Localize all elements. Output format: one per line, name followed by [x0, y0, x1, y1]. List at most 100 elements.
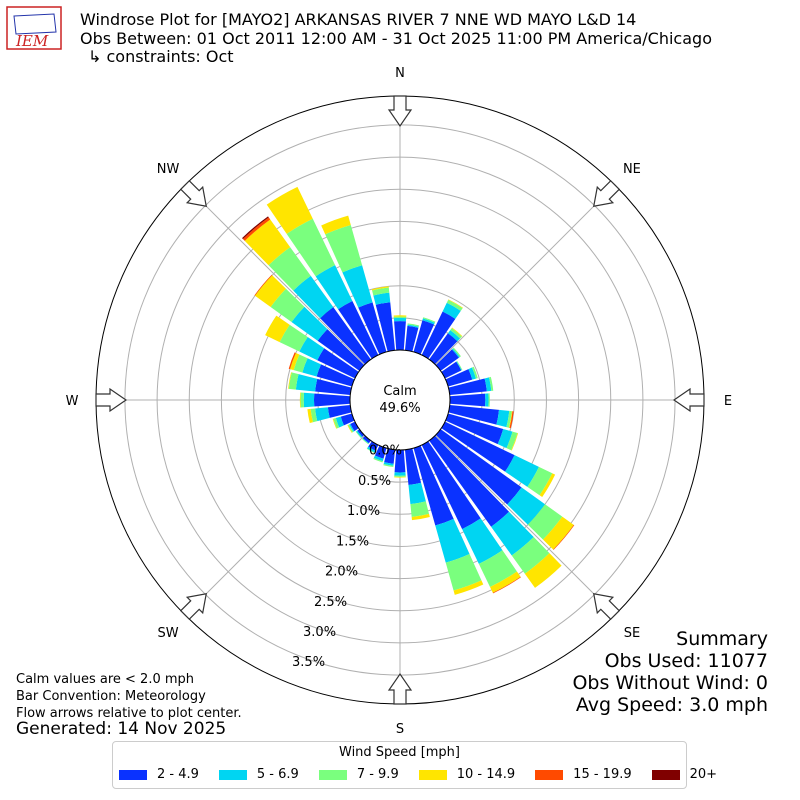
flow-arrows-note: Flow arrows relative to plot center.	[16, 706, 242, 721]
chart-title: Windrose Plot for [MAYO2] ARKANSAS RIVER…	[80, 10, 637, 29]
windrose-bar-segment	[445, 413, 504, 445]
windrose-bar-segment	[394, 475, 406, 478]
compass-label-s: S	[396, 722, 404, 737]
windrose-bar-segment	[293, 275, 334, 319]
windrose-bar-segment	[484, 377, 492, 392]
windrose-bar-segment	[372, 287, 390, 296]
windrose-bar-segment	[449, 393, 486, 407]
legend-label: 2 - 4.9	[157, 767, 199, 782]
windrose-bar-segment	[288, 372, 292, 389]
windrose-bar-segment	[492, 576, 521, 594]
windrose-bar-segment	[413, 445, 454, 526]
windrose-bar-segment	[441, 361, 462, 379]
windrose-bar-segment	[511, 537, 550, 574]
windrose-bar-segment	[478, 550, 517, 588]
legend-title: Wind Speed [mph]	[339, 745, 460, 760]
windrose-bars	[242, 186, 575, 595]
compass-label-e: E	[724, 394, 732, 409]
windrose-bar-segment	[435, 518, 470, 563]
windrose-bar-segment	[407, 323, 420, 327]
windrose-bar-segment	[448, 299, 463, 309]
legend-items: 2 - 4.9 5 - 6.9 7 - 9.9 10 - 14.9 15 - 19.9 2…	[119, 767, 737, 782]
calm-label: Calm	[383, 384, 416, 399]
windrose-bar-segment	[371, 286, 389, 291]
windrose-bar-segment	[356, 430, 363, 438]
windrose-bar-segment	[358, 302, 387, 355]
windrose-bar-segment	[445, 553, 482, 591]
compass-label-se: SE	[624, 626, 640, 641]
legend-swatch	[651, 769, 680, 780]
windrose-bar-segment	[422, 318, 435, 325]
windrose-bar-segment	[333, 418, 340, 429]
windrose-bar-segment	[289, 352, 300, 371]
windrose-bar-segment	[413, 320, 435, 355]
summary-heading: Summary	[676, 628, 768, 650]
legend-item: 5 - 6.9	[218, 767, 299, 782]
arrow-icon	[179, 179, 208, 208]
windrose-bar-segment	[508, 411, 513, 428]
compass-arrow-e	[672, 387, 705, 413]
windrose-bar-segment	[445, 369, 473, 387]
windrose-bar-segment	[338, 301, 379, 359]
windrose-bar-segment	[404, 325, 419, 352]
compass-label-sw: SW	[158, 626, 179, 641]
windrose-bar-segment	[362, 435, 371, 444]
summary-obs-without-wind: Obs Without Wind: 0	[572, 672, 768, 694]
windrose-bar-segment	[300, 392, 304, 408]
windrose-bar-segment	[325, 224, 363, 273]
windrose-bar-segment	[383, 462, 394, 466]
ring-gridline	[188, 188, 612, 612]
arrow-icon	[387, 672, 413, 705]
ring-gridline	[285, 285, 515, 515]
calm-value: 49.6%	[379, 401, 420, 416]
windrose-bar-segment	[394, 472, 406, 476]
windrose-bar-segment	[407, 324, 419, 328]
windrose-bar-segment	[422, 317, 436, 323]
windrose-bar-segment	[368, 441, 379, 451]
windrose-bar-segment	[429, 333, 458, 365]
windrose-bar-segment	[320, 307, 371, 365]
windrose-bar-segment	[506, 431, 518, 451]
chart-subtitle: Obs Between: 01 Oct 2011 12:00 AM - 31 O…	[80, 29, 712, 48]
windrose-bar-segment	[349, 423, 355, 432]
windrose-bar-segment	[242, 216, 269, 240]
windrose-bar-segment	[335, 416, 344, 428]
radial-tick-label: 3.5%	[292, 655, 325, 670]
radial-tick-label: 0.5%	[358, 474, 391, 489]
legend-item: 15 - 19.9	[535, 767, 632, 782]
radial-gridline	[435, 435, 616, 616]
legend-swatch	[318, 769, 347, 780]
legend-label: 20+	[689, 767, 718, 782]
legend-item: 7 - 9.9	[318, 767, 399, 782]
windrose-bar-segment	[321, 215, 351, 235]
notes-block: Calm values are < 2.0 mph Bar Convention…	[16, 671, 242, 722]
windrose-bar-segment	[307, 408, 313, 423]
legend-label: 7 - 9.9	[356, 767, 399, 782]
windrose-bar-segment	[446, 299, 463, 311]
windrose-bar-segment	[384, 448, 396, 464]
radial-tick-label: 1.0%	[347, 504, 380, 519]
windrose-bar-segment	[421, 311, 456, 359]
windrose-bar-segment	[393, 315, 407, 317]
ring-gridline	[156, 156, 644, 644]
windrose-bar-segment	[394, 476, 406, 478]
windrose-bar-segment	[327, 404, 352, 418]
compass-arrows: N NE E SE S SW W NW	[66, 66, 733, 737]
radial-tick-labels: 0.0% 0.5% 1.0% 1.5% 2.0% 2.5% 3.0% 3.5%	[292, 444, 402, 670]
windrose-bar-segment	[496, 409, 510, 428]
windrose-bar-segment	[452, 347, 461, 357]
legend-label: 15 - 19.9	[573, 767, 632, 782]
windrose-bar-segment	[435, 349, 459, 371]
windrose-bar-segment	[299, 337, 325, 361]
windrose-bar-segment	[340, 413, 355, 426]
windrose-bar-segment	[453, 580, 484, 595]
windrose-bar-segment	[254, 275, 286, 308]
compass-arrow-nw	[179, 179, 208, 208]
windrose-bar-segment	[317, 348, 359, 379]
windrose-bar-segment	[355, 431, 362, 439]
windrose-bar-segment	[244, 219, 291, 266]
windrose-bar-segment	[362, 438, 369, 444]
windrose-bar-segment	[288, 372, 299, 390]
windrose-bar-segment	[450, 328, 462, 339]
